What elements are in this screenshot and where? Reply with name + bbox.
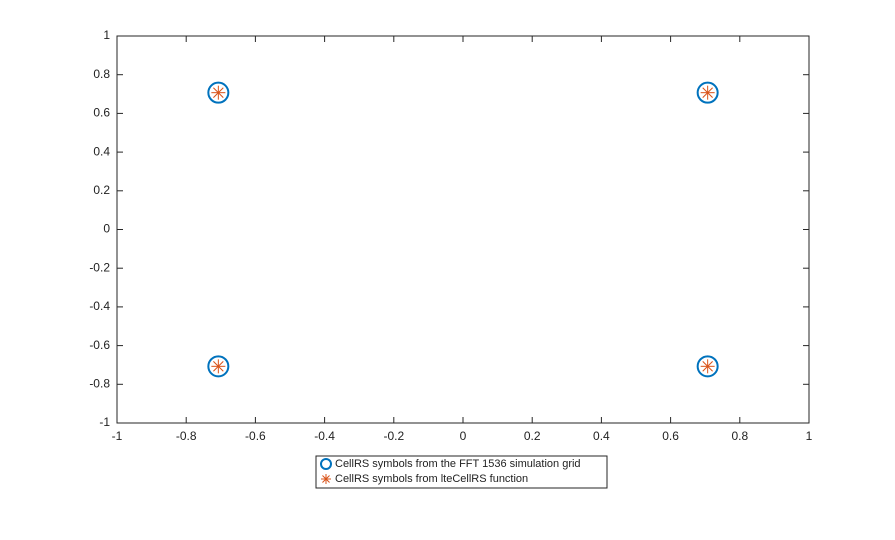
x-tick-label: 0.8	[731, 429, 748, 443]
y-tick-label: 0.6	[93, 106, 110, 120]
y-tick-label: 1	[103, 28, 110, 42]
y-tick-label: 0.4	[93, 144, 110, 158]
asterisk-stroke	[213, 361, 224, 372]
x-tick-label: -1	[112, 429, 123, 443]
y-tick-label: 0	[103, 222, 110, 236]
x-tick-label: -0.6	[245, 429, 266, 443]
marker-circle	[696, 81, 719, 104]
x-tick-label: 0	[460, 429, 467, 443]
x-tick-label: -0.4	[314, 429, 335, 443]
marker-asterisk	[211, 359, 226, 374]
marker-asterisk	[321, 474, 331, 484]
marker-circle	[207, 355, 230, 378]
marker-circle	[207, 81, 230, 104]
legend-label: CellRS symbols from the FFT 1536 simulat…	[335, 458, 581, 470]
y-tick-label: 0.2	[93, 183, 110, 197]
x-tick-label: 1	[806, 429, 813, 443]
marker-asterisk	[700, 85, 715, 100]
x-tick-label: 0.4	[593, 429, 610, 443]
plot-area	[116, 35, 810, 424]
legend: CellRS symbols from the FFT 1536 simulat…	[315, 455, 608, 489]
y-tick-label: -0.8	[89, 376, 110, 390]
legend-box	[315, 455, 608, 489]
y-tick-label: -1	[99, 415, 110, 429]
asterisk-stroke	[213, 87, 224, 98]
x-tick-label: -0.2	[383, 429, 404, 443]
asterisk-stroke	[322, 475, 330, 483]
marker-circle	[696, 355, 719, 378]
y-tick-label: -0.4	[89, 299, 110, 313]
marker-circle	[320, 458, 332, 470]
y-tick-label: 0.8	[93, 67, 110, 81]
legend-label: CellRS symbols from lteCellRS function	[335, 473, 528, 485]
y-tick-label: -0.6	[89, 338, 110, 352]
marker-asterisk	[211, 85, 226, 100]
y-tick-label: -0.2	[89, 260, 110, 274]
asterisk-stroke	[702, 87, 713, 98]
x-tick-label: -0.8	[176, 429, 197, 443]
x-tick-label: 0.6	[662, 429, 679, 443]
marker-asterisk	[700, 359, 715, 374]
x-tick-label: 0.2	[524, 429, 541, 443]
asterisk-stroke	[702, 361, 713, 372]
